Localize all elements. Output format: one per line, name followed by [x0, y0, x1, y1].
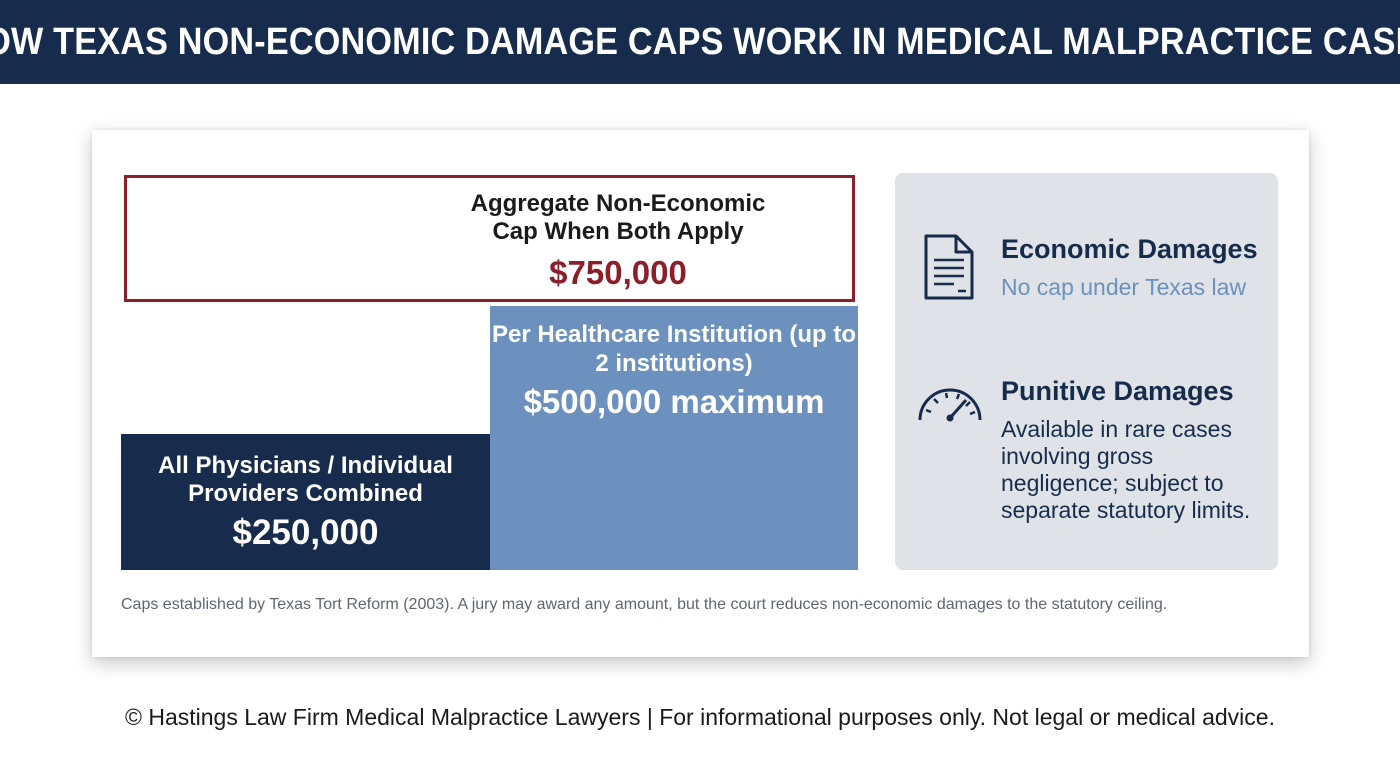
physician-cap-amount: $250,000: [232, 513, 379, 552]
punitive-damages-description: Available in rare cases involving gross …: [1001, 416, 1251, 523]
document-icon: [924, 234, 974, 300]
page-title: HOW TEXAS NON-ECONOMIC DAMAGE CAPS WORK …: [0, 20, 1400, 63]
aggregate-cap-amount: $750,000: [549, 254, 687, 291]
aggregate-cap-title: Aggregate Non-Economic Cap When Both App…: [470, 190, 766, 245]
physician-cap-title: All Physicians / Individual Providers Co…: [158, 452, 453, 507]
physician-cap-block: [121, 434, 490, 570]
economic-damages-description: No cap under Texas law: [1001, 274, 1247, 300]
gauge-icon: [918, 388, 982, 422]
copyright-notice: © Hastings Law Firm Medical Malpractice …: [125, 704, 1275, 730]
footnote: Caps established by Texas Tort Reform (2…: [121, 596, 1168, 613]
economic-damages-title: Economic Damages: [1001, 234, 1258, 264]
header-banner: HOW TEXAS NON-ECONOMIC DAMAGE CAPS WORK …: [0, 0, 1400, 84]
institution-cap-amount: $500,000 maximum: [523, 383, 825, 420]
punitive-damages-title: Punitive Damages: [1001, 376, 1234, 406]
institution-cap-block: [490, 306, 858, 570]
aggregate-cap-box: [124, 175, 855, 302]
institution-cap-title: Per Healthcare Institution (up to 2 inst…: [491, 321, 857, 377]
